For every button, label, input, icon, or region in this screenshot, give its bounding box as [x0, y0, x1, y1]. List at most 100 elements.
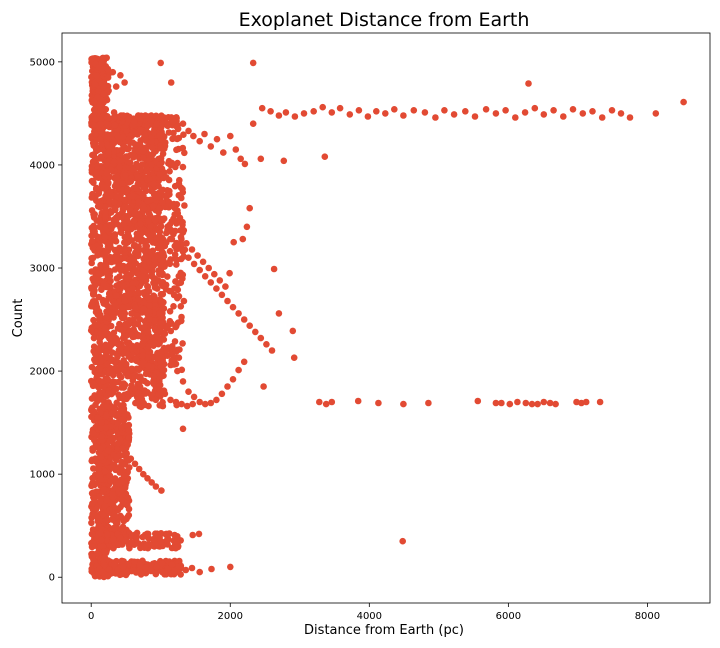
data-point	[235, 366, 242, 374]
data-point	[128, 255, 135, 262]
data-point	[113, 292, 120, 299]
data-point	[95, 345, 102, 352]
data-point	[144, 293, 152, 301]
plot-frame	[61, 32, 711, 604]
data-point	[141, 544, 148, 551]
data-point	[196, 398, 203, 406]
data-point	[91, 436, 98, 444]
data-point	[354, 397, 362, 405]
data-point	[652, 110, 660, 117]
data-point	[205, 264, 212, 272]
data-point	[142, 112, 149, 119]
data-point	[140, 154, 147, 162]
data-point	[552, 400, 559, 408]
data-point	[173, 401, 180, 409]
data-point	[95, 312, 103, 320]
chart-title: Exoplanet Distance from Earth	[239, 9, 530, 31]
data-point	[100, 280, 107, 287]
data-point	[103, 403, 111, 410]
data-point	[109, 491, 116, 498]
data-point	[177, 269, 184, 277]
data-point	[90, 213, 98, 220]
data-point	[91, 497, 98, 505]
data-point	[136, 383, 144, 391]
data-point	[120, 401, 127, 409]
data-point	[122, 360, 130, 368]
data-point	[107, 322, 115, 330]
data-point	[249, 59, 257, 67]
data-point	[158, 560, 166, 568]
data-point	[201, 130, 208, 138]
data-point	[141, 131, 148, 138]
data-point	[129, 366, 137, 373]
data-point	[101, 261, 109, 268]
data-point	[92, 186, 100, 193]
data-point	[89, 151, 96, 159]
data-point	[226, 269, 233, 277]
data-point	[589, 108, 596, 115]
x-tick-label: 8000	[635, 611, 660, 622]
data-point	[135, 366, 143, 374]
data-point	[174, 125, 182, 133]
data-point	[201, 400, 209, 408]
data-point	[123, 568, 131, 576]
data-point	[137, 230, 145, 238]
data-point	[130, 316, 137, 323]
data-point	[93, 174, 100, 181]
data-point	[133, 185, 140, 192]
data-point	[119, 180, 126, 187]
data-point	[213, 285, 220, 292]
data-point	[626, 114, 634, 121]
data-point	[97, 453, 105, 461]
data-point	[102, 412, 110, 420]
data-point	[172, 227, 179, 235]
x-tick-label: 4000	[357, 611, 382, 622]
data-point	[207, 279, 215, 286]
data-point	[103, 114, 111, 121]
data-point	[237, 155, 244, 163]
data-point	[175, 145, 182, 153]
data-point	[106, 429, 114, 437]
data-point	[176, 176, 183, 184]
data-point	[90, 489, 97, 497]
data-point	[156, 270, 163, 278]
data-point	[199, 258, 207, 266]
data-point	[100, 486, 107, 493]
data-point	[103, 160, 110, 168]
data-point	[140, 204, 148, 212]
data-point	[156, 383, 163, 390]
data-point	[140, 337, 148, 344]
data-point	[118, 424, 125, 431]
data-point	[224, 297, 231, 305]
data-point	[134, 252, 142, 260]
data-point	[328, 398, 336, 406]
data-point	[149, 202, 157, 210]
data-point	[157, 336, 164, 344]
data-point	[98, 419, 105, 426]
data-point	[181, 149, 188, 157]
data-point	[121, 484, 129, 492]
data-point	[114, 566, 121, 574]
data-point	[159, 304, 167, 312]
data-point	[152, 483, 160, 490]
data-point	[185, 254, 192, 261]
data-point	[492, 110, 500, 117]
y-tick-label: 5000	[30, 57, 55, 68]
data-point	[171, 182, 179, 190]
data-point	[93, 72, 101, 80]
data-point	[96, 101, 104, 109]
data-point	[126, 544, 133, 552]
data-point	[159, 282, 167, 290]
data-point	[240, 316, 248, 323]
data-point	[139, 147, 147, 155]
data-point	[121, 461, 129, 468]
data-point	[119, 304, 127, 311]
data-point	[157, 145, 165, 152]
data-point	[132, 371, 139, 379]
data-point	[180, 131, 187, 138]
data-point	[163, 347, 170, 354]
data-point	[128, 532, 135, 540]
data-point	[89, 237, 96, 245]
data-point	[534, 400, 541, 408]
data-point	[174, 159, 181, 167]
